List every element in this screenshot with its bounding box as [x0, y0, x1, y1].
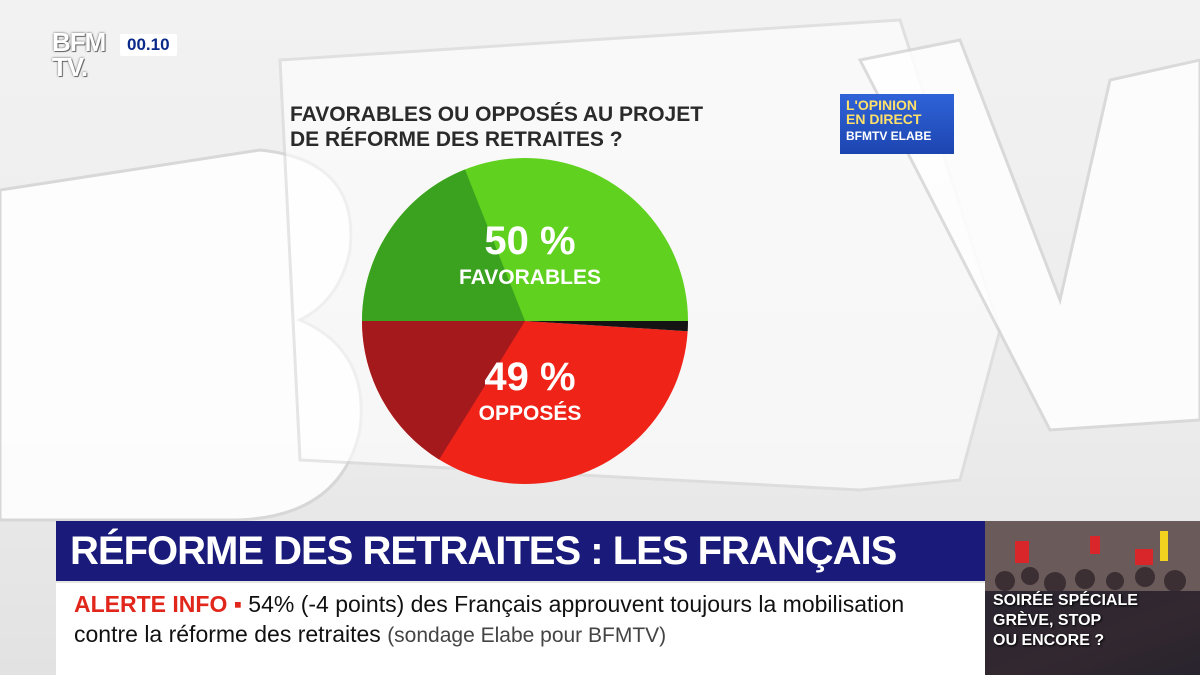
logo-line-1: BFM [52, 27, 106, 57]
chart-title-line-2: DE RÉFORME DES RETRAITES ? [290, 128, 623, 151]
alerte-info-label: ALERTE INFO [74, 591, 228, 617]
promo-line-3: OU ENCORE ? [993, 632, 1105, 649]
opposes-category-label: OPPOSÉS [479, 402, 582, 425]
promo-title: SOIRÉE SPÉCIALE GRÈVE, STOP OU ENCORE ? [993, 591, 1138, 651]
favorables-category-label: FAVORABLES [459, 266, 601, 289]
chart-title: FAVORABLES OU OPPOSÉS AU PROJET DE RÉFOR… [290, 102, 810, 152]
clock: 00.10 [120, 34, 177, 56]
badge-line-3: BFMTV ELABE [846, 129, 932, 143]
pie-chart: 50 % FAVORABLES 49 % OPPOSÉS [362, 158, 688, 484]
chart-title-line-1: FAVORABLES OU OPPOSÉS AU PROJET [290, 103, 704, 126]
badge-line-1: L'OPINION [846, 97, 917, 113]
pie-slice-other [525, 321, 688, 332]
headline-banner: RÉFORME DES RETRAITES : LES FRANÇAIS PAR… [56, 521, 985, 633]
logo-line-2: TV. [52, 52, 88, 82]
ticker-text-block: ALERTE INFO ▪ 54% (-4 points) des França… [74, 589, 974, 651]
pie-shade-opposés [362, 321, 525, 460]
crowd-image [985, 521, 1200, 675]
opinion-en-direct-badge: L'OPINION EN DIRECT BFMTV ELABE [840, 94, 954, 154]
promo-line-2: GRÈVE, STOP [993, 612, 1102, 629]
bfmtv-logo: BFM TV. [52, 27, 114, 86]
pie-shade-favorables [362, 169, 525, 321]
opposes-value-label: 49 % [484, 355, 575, 399]
alert-bullet-icon: ▪ [233, 591, 242, 617]
promo-thumbnail: SOIRÉE SPÉCIALE GRÈVE, STOP OU ENCORE ? [985, 521, 1200, 675]
badge-line-2: EN DIRECT [846, 111, 922, 127]
promo-line-1: SOIRÉE SPÉCIALE [993, 592, 1138, 609]
favorables-value-label: 50 % [484, 219, 575, 263]
ticker-source: (sondage Elabe pour BFMTV) [387, 624, 667, 647]
news-ticker: ALERTE INFO ▪ 54% (-4 points) des França… [56, 583, 985, 675]
ticker-headline: 54% (-4 points) des Français approuvent … [74, 591, 905, 647]
